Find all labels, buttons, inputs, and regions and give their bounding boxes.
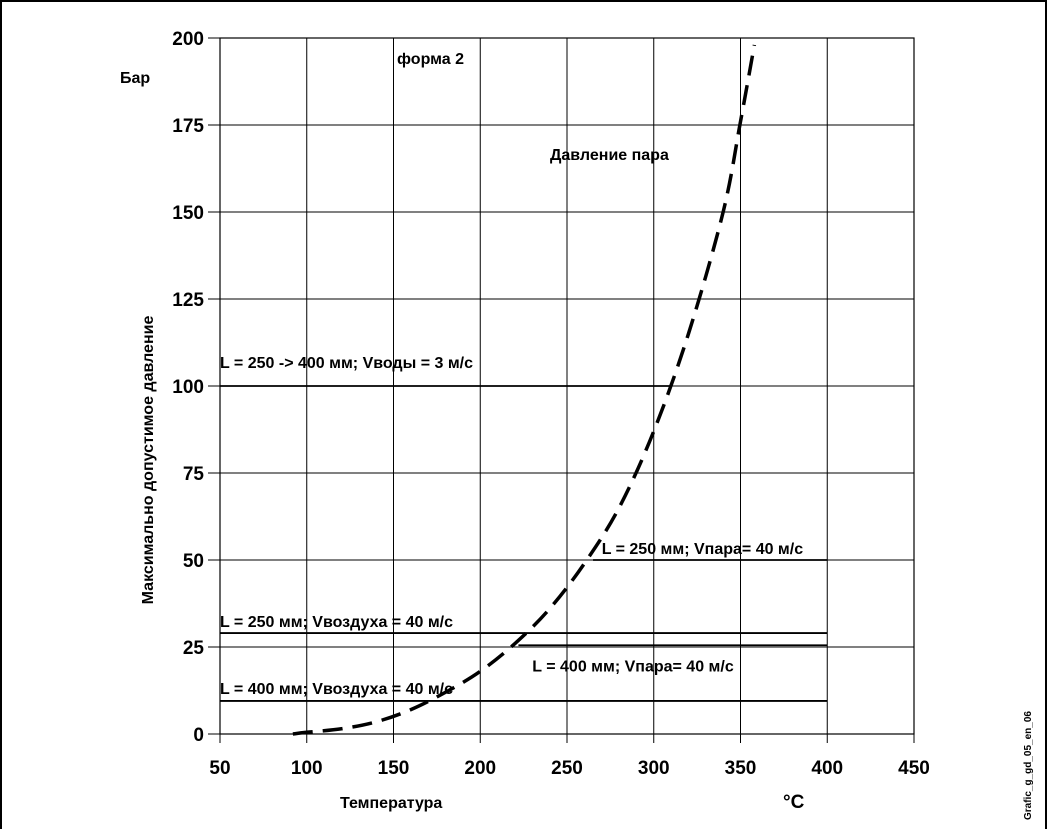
y-tick-label: 125	[172, 290, 204, 311]
y-tick-label: 100	[172, 377, 204, 398]
y-unit-label: Бар	[120, 70, 150, 87]
y-tick-label: 200	[172, 29, 204, 50]
vapor-pressure-curve	[292, 44, 757, 736]
limit-label: L = 250 мм; Vвоздуха = 40 м/с	[220, 614, 453, 631]
y-tick-label: 25	[183, 638, 205, 659]
y-axis-title: Максимально допустимое давление	[140, 316, 157, 605]
side-label: Grafic_g_gd_05_en_06	[1023, 711, 1034, 820]
y-tick-label: 0	[193, 725, 204, 746]
y-tick-label: 150	[172, 203, 204, 224]
x-tick-label: 50	[209, 758, 230, 779]
x-axis-title: Температура	[340, 795, 442, 812]
x-tick-label: 100	[291, 758, 323, 779]
x-tick-label: 300	[638, 758, 670, 779]
limit-label: L = 250 мм; Vпара= 40 м/с	[602, 541, 804, 558]
tick-labels: 50 100 150 200 250 300 350 400 450 0 25 50 75 100 125 1…	[172, 29, 930, 779]
y-tick-label: 50	[183, 551, 204, 572]
x-tick-label: 400	[811, 758, 843, 779]
form-annotation: форма 2	[397, 51, 464, 68]
chart-labels: Давление пара форма 2 Бар °C Температура Макс…	[120, 51, 1034, 820]
limit-lines: L = 250 -> 400 мм; Vводы = 3 м/с L = 250 …	[220, 355, 828, 702]
limit-label: L = 250 -> 400 мм; Vводы = 3 м/с	[220, 355, 473, 372]
x-unit-label: °C	[783, 792, 805, 813]
x-tick-label: 200	[464, 758, 496, 779]
limit-label: L = 400 мм; Vвоздуха = 40 м/с	[220, 681, 453, 698]
grid	[208, 37, 915, 743]
x-tick-label: 250	[551, 758, 583, 779]
vapor-pressure-line	[292, 44, 757, 736]
y-tick-label: 75	[183, 464, 205, 485]
y-tick-label: 175	[172, 116, 204, 137]
curve-label: Давление пара	[550, 147, 669, 164]
x-tick-label: 450	[898, 758, 930, 779]
limit-label: L = 400 мм; Vпара= 40 м/с	[532, 658, 734, 675]
x-tick-label: 350	[725, 758, 757, 779]
x-tick-label: 150	[378, 758, 410, 779]
